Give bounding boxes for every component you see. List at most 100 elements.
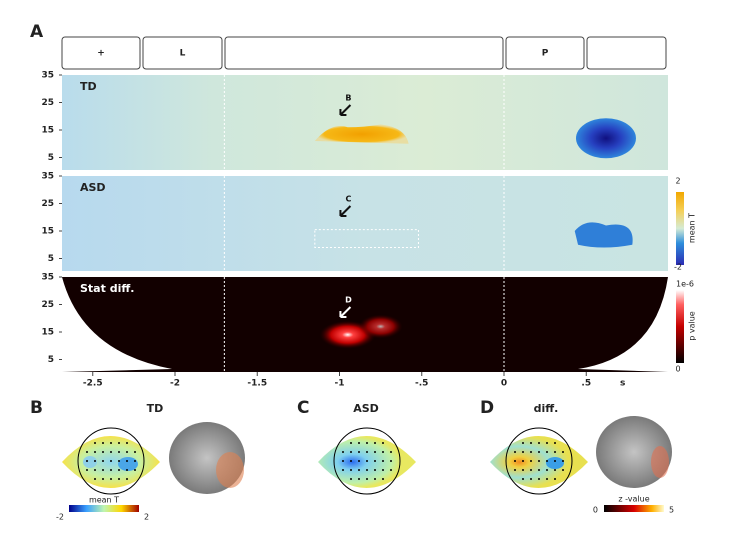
segment-label: P xyxy=(542,49,549,59)
electrode xyxy=(522,442,524,444)
electrode xyxy=(366,469,368,471)
colorbar-label: z -value xyxy=(618,495,649,504)
colorbar-label: mean T xyxy=(688,213,697,243)
electrode xyxy=(530,451,532,453)
electrode xyxy=(366,451,368,453)
x-tick-label: -2.5 xyxy=(83,379,103,389)
electrode xyxy=(530,460,532,462)
colorbar-min: 0 xyxy=(675,365,680,374)
electrode xyxy=(374,442,376,444)
electrode xyxy=(514,469,516,471)
electrode xyxy=(514,460,516,462)
colorbar xyxy=(676,192,684,265)
topo-title: TD xyxy=(147,402,164,415)
electrode xyxy=(350,442,352,444)
electrode xyxy=(390,460,392,462)
electrode xyxy=(110,442,112,444)
electrode xyxy=(382,469,384,471)
segment-label: + xyxy=(97,49,105,59)
electrode xyxy=(110,451,112,453)
electrode xyxy=(538,442,540,444)
colorbar xyxy=(604,505,664,512)
segment-label: L xyxy=(180,49,186,59)
brain xyxy=(596,416,672,488)
cone-mask xyxy=(62,277,172,372)
electrode xyxy=(358,478,360,480)
y-tick-label: 5 xyxy=(48,254,54,264)
x-unit: s xyxy=(620,379,625,389)
x-tick-label: 0 xyxy=(501,379,507,389)
electrode xyxy=(342,460,344,462)
colorbar xyxy=(69,505,139,512)
electrode xyxy=(546,442,548,444)
electrode xyxy=(546,451,548,453)
panel-label: C xyxy=(297,398,309,418)
electrode xyxy=(350,478,352,480)
roi-box xyxy=(314,229,419,248)
electrode xyxy=(102,478,104,480)
topo-title: ASD xyxy=(353,402,379,415)
electrode xyxy=(358,469,360,471)
electrode xyxy=(374,451,376,453)
cluster xyxy=(574,222,633,248)
colorbar-max: 2 xyxy=(675,177,680,186)
x-tick-label: -.5 xyxy=(415,379,428,389)
electrode xyxy=(514,451,516,453)
electrode xyxy=(358,460,360,462)
electrode xyxy=(382,442,384,444)
y-tick-label: 25 xyxy=(41,199,54,209)
annotation: B xyxy=(345,94,351,103)
colorbar xyxy=(676,290,684,363)
heatmap xyxy=(62,176,668,271)
electrode xyxy=(390,469,392,471)
segment-box xyxy=(142,36,223,70)
electrode xyxy=(126,442,128,444)
panel-name: ASD xyxy=(80,181,106,194)
colorbar-label: mean T xyxy=(89,496,119,505)
electrode xyxy=(102,451,104,453)
x-tick-label: .5 xyxy=(581,379,591,389)
electrode xyxy=(554,442,556,444)
electrode xyxy=(546,478,548,480)
electrode xyxy=(530,442,532,444)
colorbar-label: p value xyxy=(688,311,697,341)
electrode xyxy=(530,478,532,480)
electrode xyxy=(118,460,120,462)
brain xyxy=(169,422,245,494)
electrode xyxy=(390,451,392,453)
electrode xyxy=(86,451,88,453)
electrode xyxy=(134,469,136,471)
electrode xyxy=(382,478,384,480)
segment-box xyxy=(586,36,667,70)
y-tick-label: 35 xyxy=(41,71,54,81)
colorbar-min: 0 xyxy=(593,506,598,515)
segment-box xyxy=(224,36,504,70)
electrode xyxy=(538,469,540,471)
electrode xyxy=(374,460,376,462)
y-tick-label: 5 xyxy=(48,153,54,163)
topo-title: diff. xyxy=(534,402,559,415)
electrode xyxy=(342,451,344,453)
electrode xyxy=(126,478,128,480)
electrode xyxy=(554,478,556,480)
electrode xyxy=(382,460,384,462)
cone-mask xyxy=(578,277,668,372)
electrode xyxy=(562,460,564,462)
y-tick-label: 5 xyxy=(48,355,54,365)
annotation: D xyxy=(345,296,352,305)
y-tick-label: 25 xyxy=(41,300,54,310)
electrode xyxy=(538,478,540,480)
x-tick-label: -1 xyxy=(335,379,345,389)
electrode xyxy=(366,478,368,480)
electrode xyxy=(538,451,540,453)
electrode xyxy=(94,469,96,471)
electrode xyxy=(554,451,556,453)
electrode xyxy=(522,478,524,480)
electrode xyxy=(522,469,524,471)
electrode xyxy=(374,469,376,471)
colorbar-max: 5 xyxy=(669,506,674,515)
electrode xyxy=(530,469,532,471)
electrode xyxy=(562,451,564,453)
electrode xyxy=(118,451,120,453)
electrode xyxy=(126,469,128,471)
